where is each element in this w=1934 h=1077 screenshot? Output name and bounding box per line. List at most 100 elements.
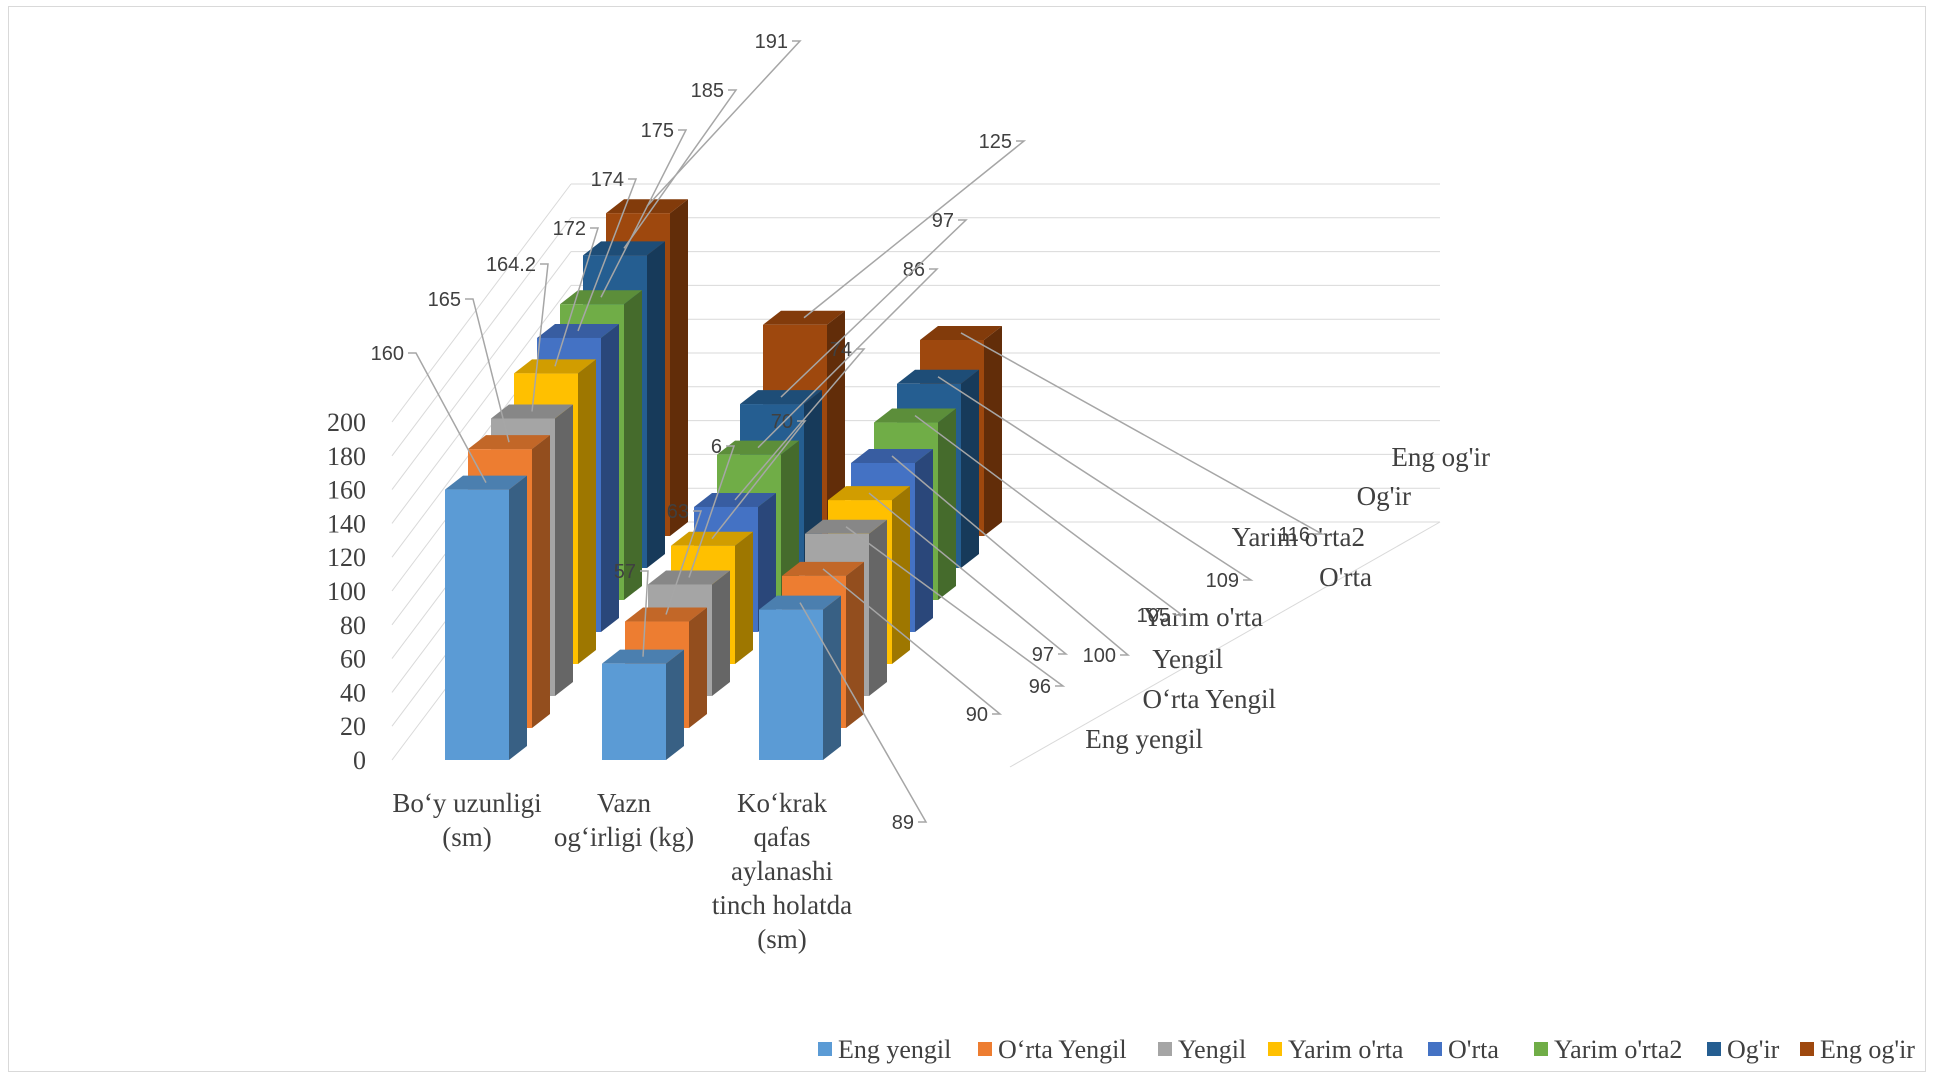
data-label: 185 xyxy=(691,80,724,102)
legend-swatch xyxy=(1534,1042,1548,1056)
data-label: 96 xyxy=(1029,676,1051,698)
y-tick-label: 180 xyxy=(327,442,366,471)
category-label: aylanashi xyxy=(731,856,833,886)
legend-item: Yarim o'rta2 xyxy=(1534,1035,1682,1064)
category-axis-labels: Bo‘y uzunligi (sm) Vazn og‘irligi (kg) Ko‘kr… xyxy=(392,788,852,954)
bar-side xyxy=(509,475,527,760)
legend-item: Og'ir xyxy=(1707,1035,1780,1064)
category-label: Bo‘y uzunligi xyxy=(392,788,541,818)
data-label-leader xyxy=(623,89,738,249)
bar-side xyxy=(670,199,688,536)
bar-side xyxy=(601,323,619,632)
data-label-leader xyxy=(577,178,638,332)
legend-item: Yarim o'rta xyxy=(1268,1035,1404,1064)
legend-swatch xyxy=(1268,1042,1282,1056)
data-label-leader xyxy=(914,414,1185,616)
data-label: 100 xyxy=(1083,645,1116,667)
data-label-leader xyxy=(665,510,703,615)
y-axis-ticks: 0 20 40 60 80 100 120 140 160 180 200 xyxy=(327,408,366,775)
data-label: 109 xyxy=(1206,570,1239,592)
bar-side xyxy=(735,531,753,664)
category-label: qafas xyxy=(754,822,811,852)
bar xyxy=(759,595,841,760)
bar-side xyxy=(624,290,642,600)
category-label: (sm) xyxy=(442,822,492,852)
legend-item: O‘rta Yengil xyxy=(978,1035,1127,1064)
data-label-leader xyxy=(868,492,1069,655)
data-label: 191 xyxy=(755,31,788,53)
bar-side xyxy=(666,649,684,760)
data-label-leader xyxy=(408,352,487,483)
data-label-leader xyxy=(734,348,866,501)
legend-item: O'rta xyxy=(1428,1035,1499,1064)
bar-side xyxy=(647,241,665,568)
series-axis-label: Eng og'ir xyxy=(1391,442,1490,472)
data-label-leader xyxy=(803,140,1027,319)
bar-side xyxy=(689,607,707,728)
series-axis-label: O'rta xyxy=(1319,562,1372,592)
data-label-leader xyxy=(640,570,649,657)
category-label: tinch holatda xyxy=(712,890,852,920)
bar-front xyxy=(759,609,823,760)
data-label-leader xyxy=(799,602,928,823)
bar xyxy=(445,475,527,760)
series-axis-label: O‘rta Yengil xyxy=(1143,684,1277,714)
data-label: 70 xyxy=(771,411,793,433)
bar-side xyxy=(892,486,910,664)
category-label: Vazn xyxy=(597,788,651,818)
data-labels: 16057891656390164.2696172709717474100175… xyxy=(371,31,1325,834)
category-label: Ko‘krak xyxy=(737,788,827,818)
bar-side xyxy=(961,369,979,568)
legend-swatch xyxy=(818,1042,832,1056)
category-label: og‘irligi (kg) xyxy=(554,822,694,852)
legend-label: Yengil xyxy=(1178,1035,1246,1064)
legend-label: O'rta xyxy=(1448,1035,1499,1064)
series-axis-label: Yarim o'rta xyxy=(1143,602,1263,632)
bar-side xyxy=(712,570,730,696)
data-label: 63 xyxy=(667,501,689,523)
bar-side xyxy=(804,390,822,568)
legend-item: Eng og'ir xyxy=(1800,1035,1915,1064)
bar-side xyxy=(823,595,841,760)
bar-side xyxy=(915,449,933,632)
data-label-leader xyxy=(711,420,807,540)
data-label: 97 xyxy=(1032,644,1054,666)
data-label: 160 xyxy=(371,343,404,365)
data-label: 165 xyxy=(428,289,461,311)
bar-side xyxy=(827,310,845,536)
series-axis-label: Yengil xyxy=(1152,644,1223,674)
bar-side xyxy=(984,325,1002,536)
bar-side xyxy=(758,492,776,632)
data-label: 116 xyxy=(1278,524,1310,546)
bar-side xyxy=(532,435,550,728)
legend-label: Yarim o'rta xyxy=(1288,1035,1404,1064)
y-tick-label: 40 xyxy=(340,678,366,707)
side-wall-gridline xyxy=(391,183,572,423)
legend-swatch xyxy=(1707,1042,1721,1056)
y-tick-label: 100 xyxy=(327,577,366,606)
y-tick-label: 120 xyxy=(327,543,366,572)
legend-item: Eng yengil xyxy=(818,1035,951,1064)
data-label: 164.2 xyxy=(486,254,536,276)
legend-swatch xyxy=(1800,1042,1814,1056)
bar-side xyxy=(578,359,596,664)
data-label-leader xyxy=(845,526,1066,687)
data-label-leader xyxy=(780,219,968,398)
bar-side xyxy=(781,440,799,600)
y-tick-label: 20 xyxy=(340,712,366,741)
floor-edge xyxy=(1009,521,1441,768)
bar xyxy=(602,649,684,760)
data-label: 174 xyxy=(591,169,624,191)
series-axis-labels: Eng yengil O‘rta Yengil Yengil Yarim o'rta O… xyxy=(1085,442,1490,754)
data-label: 125 xyxy=(979,131,1012,153)
data-label-leader xyxy=(646,40,802,207)
legend-swatch xyxy=(1428,1042,1442,1056)
data-label-leader xyxy=(757,268,939,449)
data-label: 175 xyxy=(641,120,674,142)
y-tick-label: 140 xyxy=(327,509,366,538)
legend-label: O‘rta Yengil xyxy=(998,1035,1127,1064)
data-label: 105 xyxy=(1137,605,1170,627)
bars xyxy=(445,199,1002,760)
legend-swatch xyxy=(1158,1042,1172,1056)
